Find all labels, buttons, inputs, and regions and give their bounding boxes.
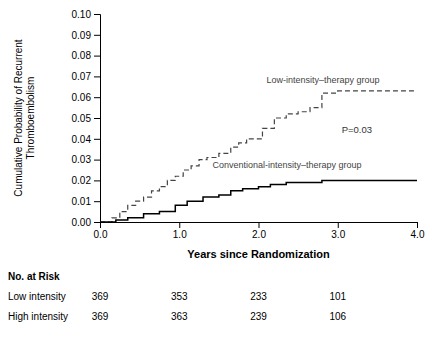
- tick-label: 4.0: [411, 229, 425, 240]
- axis-line: [101, 223, 418, 229]
- risk-row-label: High intensity: [8, 311, 68, 322]
- tick-label: 0.02: [72, 175, 92, 186]
- tick-mark: [338, 222, 339, 228]
- tick-label: 0.03: [72, 154, 92, 165]
- tick-label: 0.07: [72, 71, 92, 82]
- tick: 0.02: [72, 175, 100, 186]
- tick-mark: [94, 180, 100, 181]
- risk-value: 101: [329, 291, 346, 302]
- tick-mark: [94, 97, 100, 98]
- tick: 0.10: [72, 9, 100, 20]
- tick: 0.05: [72, 113, 100, 124]
- tick-mark: [94, 14, 100, 15]
- tick-mark: [94, 56, 100, 57]
- step-line: [100, 180, 417, 222]
- annotation: P=0.03: [342, 124, 372, 135]
- tick: 0.06: [72, 92, 100, 103]
- risk-value: 239: [250, 311, 267, 322]
- series-label: Low-intensity–therapy group: [266, 75, 379, 85]
- risk-value: 369: [92, 291, 109, 302]
- x-axis-title: Years since Randomization: [187, 248, 330, 260]
- tick: 0.01: [72, 196, 100, 207]
- risk-value: 353: [171, 291, 188, 302]
- tick-mark: [94, 222, 100, 223]
- step-line: [100, 91, 417, 222]
- tick: 0.09: [72, 30, 100, 41]
- tick-mark: [259, 222, 260, 228]
- tick-label: 0.09: [72, 30, 92, 41]
- tick-mark: [94, 160, 100, 161]
- risk-value: 106: [329, 311, 346, 322]
- tick: 0.03: [72, 154, 100, 165]
- series-label: Conventional-intensity–therapy group: [213, 160, 362, 170]
- tick-label: 0.08: [72, 50, 92, 61]
- tick: 2.0: [252, 222, 266, 240]
- tick: 3.0: [331, 222, 345, 240]
- tick-label: 1.0: [173, 229, 187, 240]
- tick: 0.0: [94, 222, 108, 240]
- tick-mark: [417, 222, 418, 228]
- tick-label: 0.06: [72, 92, 92, 103]
- risk-row-label: Low intensity: [8, 291, 66, 302]
- risk-value: 363: [171, 311, 188, 322]
- x-axis: 0.0 1.0 2.0 3.0 4.0: [94, 222, 425, 240]
- tick: 0.08: [72, 50, 100, 61]
- tick: 0.07: [72, 71, 100, 82]
- tick-mark: [179, 222, 180, 228]
- risk-table-title: No. at Risk: [8, 271, 60, 282]
- tick-mark: [94, 76, 100, 77]
- tick-label: 0.0: [94, 229, 108, 240]
- tick-label: 0.00: [72, 217, 92, 228]
- tick-label: 0.01: [72, 196, 92, 207]
- tick-label: 2.0: [252, 229, 266, 240]
- risk-value: 233: [250, 291, 267, 302]
- tick-label: 0.04: [72, 134, 92, 145]
- y-axis-title: Cumulative Probability of RecurrentThrom…: [13, 39, 36, 197]
- tick: 0.04: [72, 134, 100, 145]
- tick: 4.0: [411, 222, 425, 240]
- tick-mark: [94, 201, 100, 202]
- chart: 0.01.02.03.04.00.000.010.020.030.040.050…: [0, 0, 437, 351]
- tick: 1.0: [173, 222, 187, 240]
- y-axis: 0.00 0.01 0.02 0.03 0.04 0.05 0.06 0.07 0.08 0.09…: [72, 9, 101, 228]
- tick-label: 0.10: [72, 9, 92, 20]
- plot-area: [100, 91, 417, 222]
- axis-line: [94, 15, 101, 223]
- risk-value: 369: [92, 311, 109, 322]
- tick-label: 3.0: [331, 229, 345, 240]
- tick-mark: [94, 139, 100, 140]
- tick: 0.00: [72, 217, 100, 228]
- tick-mark: [94, 118, 100, 119]
- tick-label: 0.05: [72, 113, 92, 124]
- tick-mark: [94, 35, 100, 36]
